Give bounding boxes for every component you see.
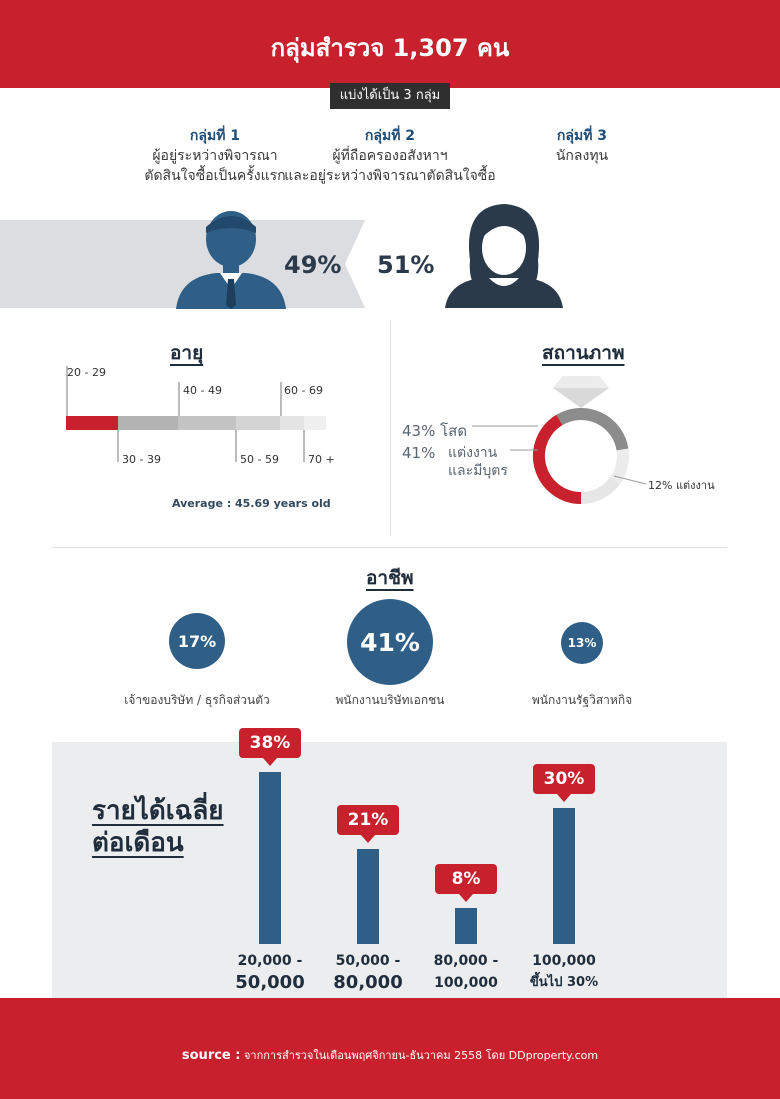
income-label-pointer [263,758,277,766]
status-married: 12% แต่งงาน [648,479,715,492]
occupation-owner-pct: 17% [177,631,217,651]
group-3-name: กลุ่มที่ 3 [556,128,608,144]
occupation-state-pct: 13% [567,636,597,650]
income-category-line1: 50,000 - [335,953,401,969]
occupation-private-pct: 41% [360,627,420,657]
female-icon [445,204,563,308]
section-divider-vertical [390,320,391,535]
age-label-70-plus: 70 + [308,453,335,466]
status-single: 43% โสด [402,419,467,443]
age-segment-70-plus [304,416,326,430]
age-label-20-29: 20 - 29 [67,366,106,379]
married-leader-line [613,475,647,485]
age-bar-chart [66,366,326,462]
age-segment-60-69 [280,416,304,430]
group-2-desc-line1: ผู้ที่ถือครองอสังหาฯ [332,148,448,164]
header-banner [0,0,780,88]
page-title: กลุ่มสำรวจ 1,307 คน [270,34,510,62]
age-segment-20-29 [66,416,118,430]
group-1-desc-line1: ผู้อยู่ระหว่างพิจารณา [152,148,278,164]
group-2-name: กลุ่มที่ 2 [364,128,416,144]
group-2: กลุ่มที่ 2 ผู้ที่ถือครองอสังหาฯ และอยู่ร… [270,126,510,186]
income-label-pointer [361,834,375,843]
status-single-pct: 43% [402,422,436,440]
income-bar [357,848,379,944]
status-leader-lines [472,425,538,451]
income-category-line2: 80,000 [333,972,403,993]
income-category-label: 50,000 - 80,000 [313,950,423,994]
income-title-line1: รายได้เฉลี่ย [92,796,224,826]
group-2-desc-line2: และอยู่ระหว่างพิจารณาตัดสินใจซื้อ [284,168,496,184]
occupation-title: อาชีพ [366,567,414,589]
income-label-pointer [557,794,571,803]
age-label-50-59: 50 - 59 [240,453,279,466]
occupation-owner-label: เจ้าของบริษัท / ธุรกิจส่วนตัว [124,693,270,707]
income-label-pointer [459,893,473,902]
age-label-60-69: 60 - 69 [284,384,323,397]
income-title: รายได้เฉลี่ย ต่อเดือน [92,795,224,859]
footer-source: source : จากการสำรวจในเดือนพฤศจิกายน-ธัน… [0,1046,780,1064]
age-average: Average : 45.69 years old [172,497,331,510]
ring-donut-chart [533,376,629,504]
income-title-line2: ต่อเดือน [92,828,184,858]
status-single-label: โสด [440,422,468,440]
income-category-label: 80,000 - 100,000 [411,950,521,994]
age-label-30-39: 30 - 39 [122,453,161,466]
income-category-line2: 50,000 [235,972,305,993]
group-1-name: กลุ่มที่ 1 [189,128,241,144]
age-label-40-49: 40 - 49 [183,384,222,397]
status-married-kids-label-line2: และมีบุตร [448,463,508,479]
status-married-kids-label: แต่งงาน และมีบุตร [448,444,508,480]
occupation-state-circle: 13% [561,622,603,664]
status-title: สถานภาพ [542,342,625,364]
income-category-label: 100,000 ขึ้นไป 30% [509,950,619,994]
income-bar [259,772,281,944]
age-segment-30-39 [118,416,178,430]
income-bar [553,808,575,944]
income-category-line1: 80,000 - [433,953,499,969]
footer-source-label: source : [181,1048,241,1063]
income-value-label: 30% [533,764,595,795]
group-3: กลุ่มที่ 3 นักลงทุน [462,126,702,166]
footer-source-text: จากการสำรวจในเดือนพฤศจิกายน-ธันวาคม 2558… [243,1049,599,1062]
occupation-state-label: พนักงานรัฐวิสาหกิจ [531,693,633,707]
income-category-line2: ขึ้นไป 30% [529,975,599,990]
income-category-label: 20,000 - 50,000 [215,950,325,994]
group-1-desc-line2: ตัดสินใจซื้อเป็นครั้งแรก [144,168,286,184]
occupation-owner-circle: 17% [169,613,225,669]
ring-segment-married-kids [533,414,582,504]
footer-banner [0,998,780,1099]
income-panel [52,742,727,1012]
income-value-label: 8% [435,863,497,894]
age-segment-40-49 [178,416,236,430]
male-percent: 49% [284,251,342,279]
occupation-private-label: พนักงานบริษัทเอกชน [335,693,445,707]
occupation-private-circle: 41% [347,599,433,685]
income-category-line1: 20,000 - [237,953,303,969]
income-category-line2: 100,000 [434,975,498,991]
group-1: กลุ่มที่ 1 ผู้อยู่ระหว่างพิจารณา ตัดสินใ… [95,126,335,186]
age-segment-50-59 [236,416,280,430]
status-married-kids-pct: 41% [402,444,436,462]
income-value-label: 38% [239,728,301,758]
status-married-kids-label-line1: แต่งงาน [448,445,498,461]
male-icon [176,211,286,309]
income-bar [455,907,477,944]
age-title: อายุ [170,342,204,364]
female-percent: 51% [377,251,435,279]
group-3-desc-line1: นักลงทุน [555,148,609,164]
group-count-badge: แบ่งได้เป็น 3 กลุ่ม [330,83,450,109]
ring-segment-single [556,408,629,451]
ring-segment-married [609,448,629,485]
income-value-label: 21% [337,804,399,835]
income-category-line1: 100,000 [532,953,596,969]
section-divider-horizontal [52,547,727,548]
